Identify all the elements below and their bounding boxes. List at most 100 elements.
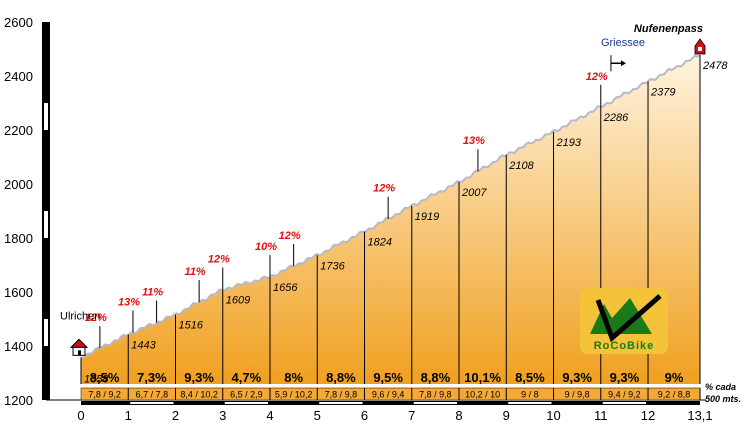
y-tick-label: 1600 bbox=[4, 285, 33, 300]
x-tick-label: 12 bbox=[641, 408, 655, 423]
x-axis-segment bbox=[508, 402, 552, 404]
half-km-gradients: 9 / 9,8 bbox=[565, 390, 590, 400]
half-km-gradients: 5,9 / 10,2 bbox=[275, 390, 313, 400]
x-tick-label: 9 bbox=[503, 408, 510, 423]
footnote-line-2: 500 mts. bbox=[705, 394, 741, 404]
max-gradient-label: 12% bbox=[208, 254, 230, 266]
altitude-label: 1736 bbox=[320, 260, 345, 272]
y-tick-label: 2000 bbox=[4, 177, 33, 192]
altitude-label: 1919 bbox=[415, 211, 439, 223]
half-km-gradients: 9,4 / 9,2 bbox=[608, 390, 641, 400]
altitude-label: 1516 bbox=[179, 320, 204, 332]
footnote: % cada 500 mts. bbox=[705, 382, 741, 404]
place-label: Nufenenpass bbox=[634, 23, 703, 35]
half-km-gradients: 7,8 / 9,2 bbox=[88, 390, 121, 400]
altitude-labels: 1358 1443 1516 1609 1656 1736 1824 1919 2007 2108… bbox=[84, 60, 728, 385]
y-axis-segment bbox=[44, 103, 48, 130]
max-gradient-label: 12% bbox=[586, 71, 608, 83]
x-tick-label: 8 bbox=[455, 408, 462, 423]
segment-average: 9,5% bbox=[373, 370, 403, 385]
max-gradient-label: 12% bbox=[85, 312, 107, 324]
segment-average: 10,1% bbox=[464, 370, 501, 385]
place-markers: Ulrichen Griessee Nufenenpass bbox=[60, 23, 706, 356]
segment-average-labels: 8,5% 7,3% 9,3% 4,7% 8% 8,8% 9,5% 8,8% 10,1% 8,5% 9… bbox=[90, 370, 684, 385]
segment-average: 9,3% bbox=[610, 370, 640, 385]
y-tick-label: 2600 bbox=[4, 15, 33, 30]
half-km-gradients: 7,8 / 9,8 bbox=[325, 390, 358, 400]
segment-average: 9,3% bbox=[562, 370, 592, 385]
x-axis-segment bbox=[602, 402, 647, 404]
max-gradient-label: 11% bbox=[142, 287, 163, 299]
y-tick-label: 2200 bbox=[4, 123, 33, 138]
y-tick-label: 2400 bbox=[4, 69, 33, 84]
altitude-label: 1443 bbox=[131, 339, 156, 351]
x-tick-label: 11 bbox=[594, 408, 608, 423]
x-tick-label: 10 bbox=[546, 408, 560, 423]
half-km-bands: 7,8 / 9,2 6,7 / 7,8 8,4 / 10,2 6,5 / 2,9 5,9… bbox=[80, 387, 701, 401]
max-gradient-label: 13% bbox=[463, 135, 485, 147]
altitude-label: 1656 bbox=[273, 282, 298, 294]
x-tick-label: 6 bbox=[361, 408, 368, 423]
y-axis-segment bbox=[44, 319, 48, 346]
max-gradient-label: 13% bbox=[118, 296, 140, 308]
y-tick-label: 1800 bbox=[4, 231, 33, 246]
x-tick-label: 2 bbox=[172, 408, 179, 423]
max-gradient-label: 12% bbox=[279, 230, 301, 242]
max-gradient-labels: 12%13%11%11%12%10%12%12%13%12% bbox=[85, 71, 608, 349]
max-gradient-label: 10% bbox=[255, 241, 277, 253]
profile-outline bbox=[80, 54, 701, 359]
half-km-gradients: 8,4 / 10,2 bbox=[180, 390, 218, 400]
altitude-label: 2108 bbox=[508, 160, 534, 172]
segment-average: 9,3% bbox=[184, 370, 214, 385]
segment-average: 4,7% bbox=[232, 370, 262, 385]
half-km-gradients: 9,6 / 9,4 bbox=[372, 390, 405, 400]
y-tick-label: 1400 bbox=[4, 339, 33, 354]
arrow-right-icon bbox=[610, 55, 626, 72]
segment-average: 8,5% bbox=[515, 370, 545, 385]
segment-average: 8% bbox=[284, 370, 303, 385]
profile-area bbox=[80, 54, 701, 385]
altitude-label: 1358 bbox=[84, 373, 109, 385]
x-tick-label: 7 bbox=[408, 408, 415, 423]
altitude-label: 2286 bbox=[603, 112, 629, 124]
altitude-label: 2007 bbox=[461, 187, 487, 199]
altitude-label: 2379 bbox=[650, 87, 675, 99]
logo-check-icon bbox=[595, 294, 662, 343]
rocobike-logo: RoCoBike bbox=[580, 288, 668, 354]
half-km-gradients: 7,8 / 9,8 bbox=[419, 390, 452, 400]
altitude-label: 1824 bbox=[368, 237, 392, 249]
x-tick-label: 3 bbox=[219, 408, 226, 423]
y-tick-label: 1200 bbox=[4, 393, 33, 408]
x-axis-segment bbox=[224, 402, 269, 404]
y-axis-segment bbox=[44, 211, 48, 238]
segment-average: 8,8% bbox=[421, 370, 451, 385]
x-tick-label: 13,1 bbox=[687, 408, 712, 423]
x-tick-label: 1 bbox=[125, 408, 132, 423]
altitude-label: 1609 bbox=[226, 295, 250, 307]
x-tick-label: 5 bbox=[314, 408, 321, 423]
y-axis-segment bbox=[44, 0, 48, 22]
place-label: Ulrichen bbox=[60, 310, 100, 322]
x-axis-segment bbox=[413, 402, 458, 404]
half-km-gradients: 6,5 / 2,9 bbox=[230, 390, 263, 400]
segment-average: 7,3% bbox=[137, 370, 167, 385]
half-km-gradients: 9 / 8 bbox=[521, 390, 539, 400]
x-tick-label: 4 bbox=[266, 408, 273, 423]
half-km-gradients: 9,2 / 8,8 bbox=[658, 390, 691, 400]
max-gradient-label: 12% bbox=[373, 183, 395, 195]
x-axis-segment bbox=[130, 402, 174, 404]
logo-text: RoCoBike bbox=[594, 340, 655, 352]
place-label: Griessee bbox=[601, 37, 645, 49]
segment-average: 8,8% bbox=[326, 370, 356, 385]
village-icon bbox=[69, 338, 89, 356]
x-axis-segment bbox=[319, 402, 363, 404]
altitude-label: 2478 bbox=[702, 60, 728, 72]
segment-average: 9% bbox=[665, 370, 684, 385]
footnote-line-1: % cada bbox=[705, 382, 736, 392]
half-km-gradients: 10,2 / 10 bbox=[465, 390, 500, 400]
altitude-label: 2193 bbox=[556, 137, 582, 149]
half-km-gradients: 6,7 / 7,8 bbox=[136, 390, 169, 400]
x-axis: 0 1 2 3 4 5 6 7 8 9 10 11 12 13,1 bbox=[77, 401, 713, 423]
x-tick-label: 0 bbox=[77, 408, 84, 423]
